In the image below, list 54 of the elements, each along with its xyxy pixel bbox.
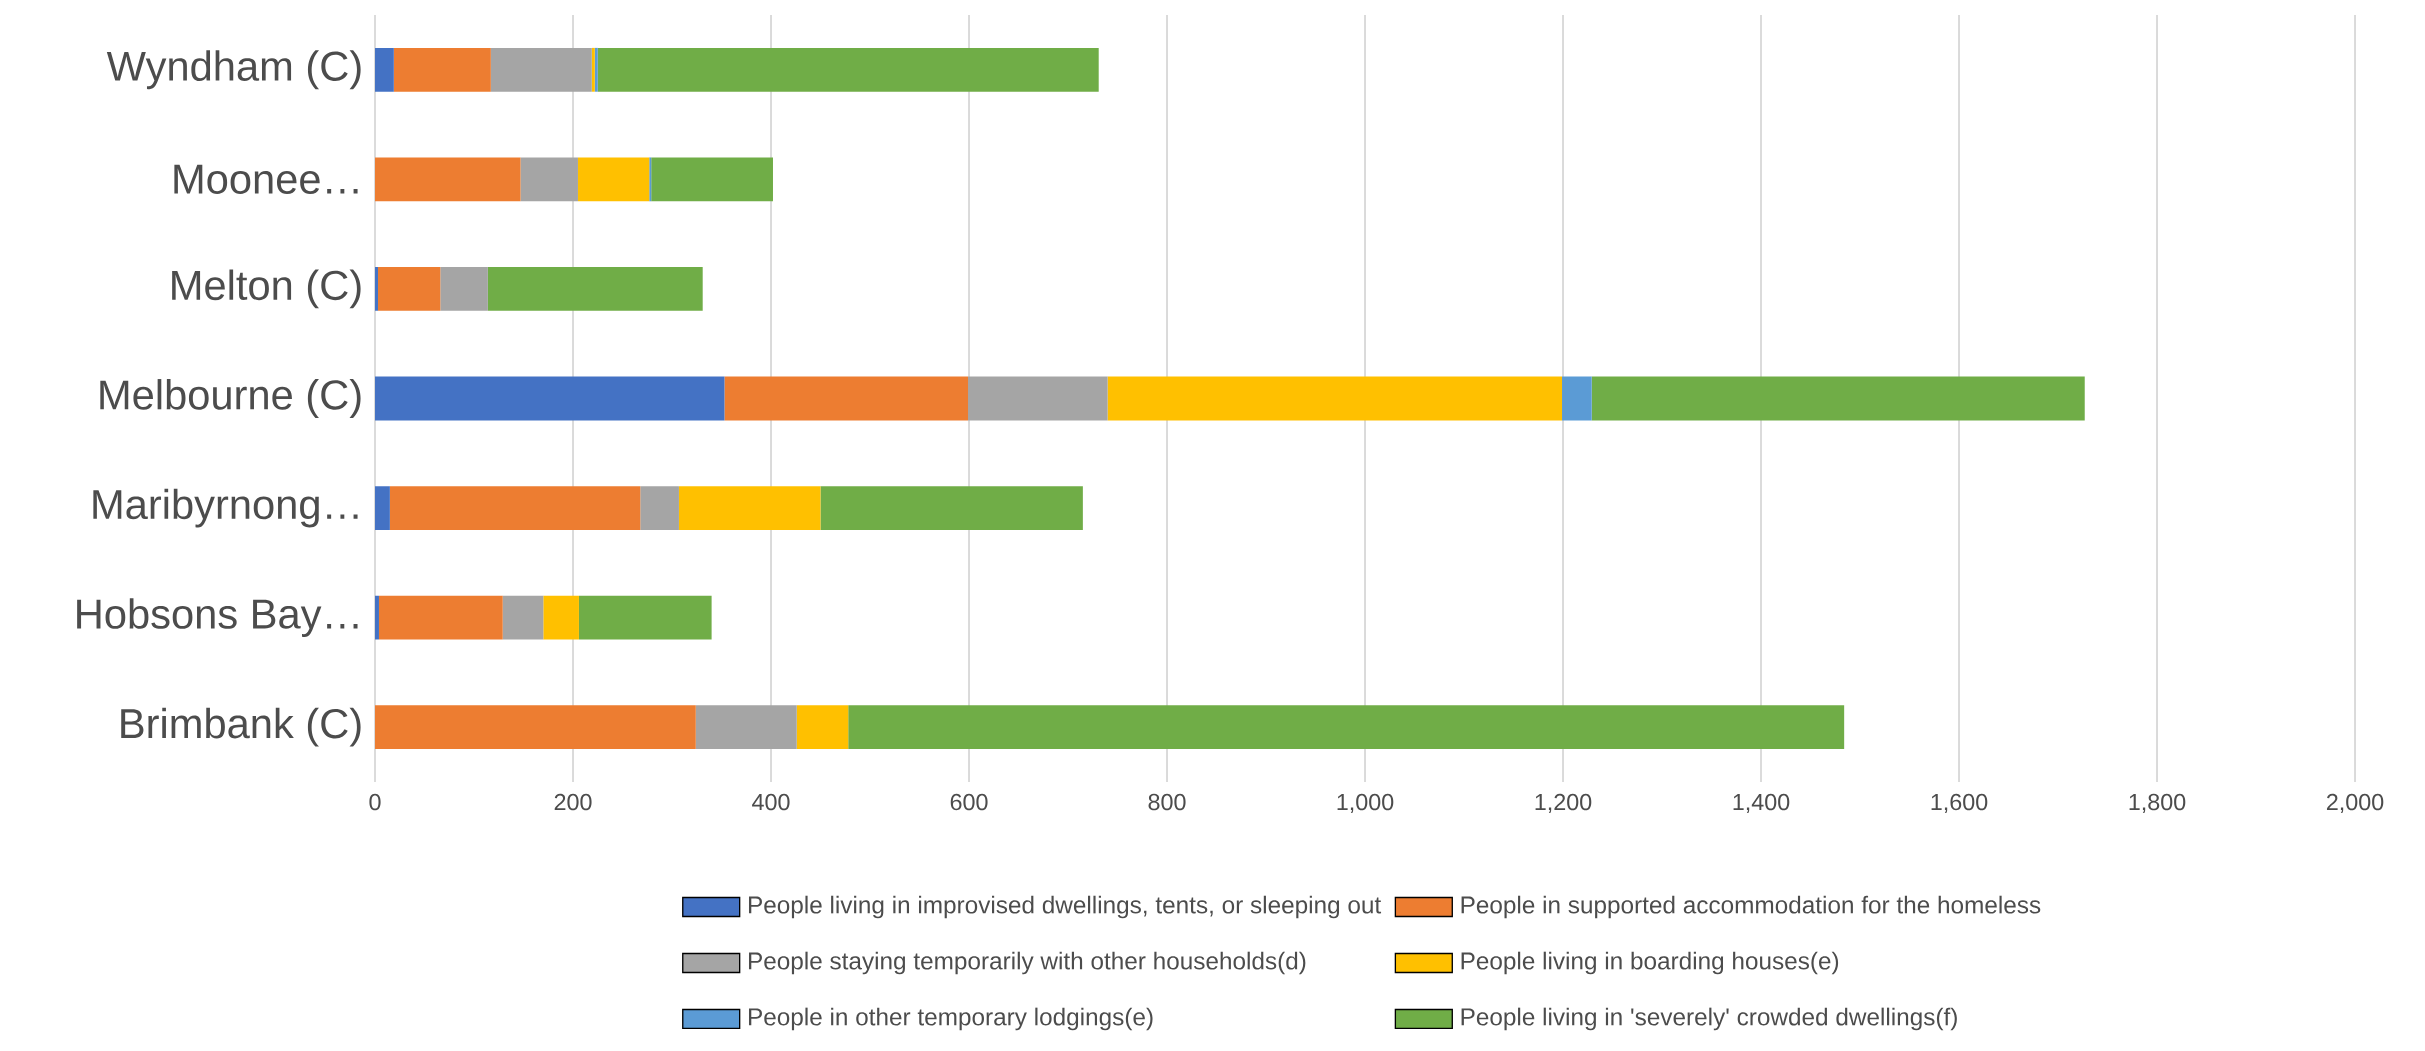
bar [502,595,544,640]
bar [678,486,821,530]
legend-label: People living in 'severely' crowded dwellings(f) [1461,1007,1957,1031]
bar [695,705,797,750]
bar [378,595,503,640]
legend-label: People in other temporary lodgings(e) [748,1007,1153,1031]
y-tick-label: Wyndham (C) [106,50,361,90]
x-tick-label: 1,200 [1535,793,1592,814]
bar [820,486,1083,530]
bar [848,705,1845,750]
x-tick-label: 600 [950,793,988,811]
x-tick-label: 800 [1148,793,1186,811]
bar [968,376,1108,421]
x-tick-label: 1,400 [1733,793,1790,814]
x-tick-label: 1,800 [2129,793,2186,814]
bar [377,267,441,311]
legend-label: People in supported accommodation for the homeless [1461,895,2041,919]
bar [1107,376,1563,421]
legend-label: People living in improvised dwellings, tents, or sleeping out [748,895,1382,919]
x-tick-label: 200 [554,793,592,811]
bar [520,157,578,202]
bar [393,47,491,92]
bar [375,47,394,92]
y-tick-label: Maribyrnong… [93,488,358,528]
bar [651,157,773,202]
y-tick-label: Moonee… [174,164,358,194]
y-tick-label: Brimbank (C) [121,707,361,747]
bar [375,157,521,202]
bar [578,595,712,640]
bar [543,595,579,640]
bar [577,157,650,202]
bar [375,486,390,530]
x-tick-label: 400 [752,793,790,811]
bar [1562,376,1592,421]
bar [375,705,696,750]
x-tick-label: 2,000 [2326,793,2384,814]
legend-label: People living in boarding houses(e) [1461,951,1839,975]
bar [1591,376,2085,421]
bar [597,47,1099,92]
bar [440,267,488,311]
y-tick-label: Melton (C) [172,269,361,309]
bar [490,47,592,92]
bar [375,376,725,421]
bar [487,267,703,311]
x-tick-label: 0 [369,793,381,811]
y-tick-label: Melbourne (C) [100,379,361,418]
bar [724,376,969,421]
x-tick-label: 1,600 [1931,793,1988,814]
bar [640,486,679,530]
x-tick-label: 1,000 [1337,793,1394,814]
bar [796,705,849,750]
y-tick-label: Hobsons Bay… [77,598,358,638]
bar [389,486,641,530]
legend-label: People staying temporarily with other households(d) [748,951,1306,975]
